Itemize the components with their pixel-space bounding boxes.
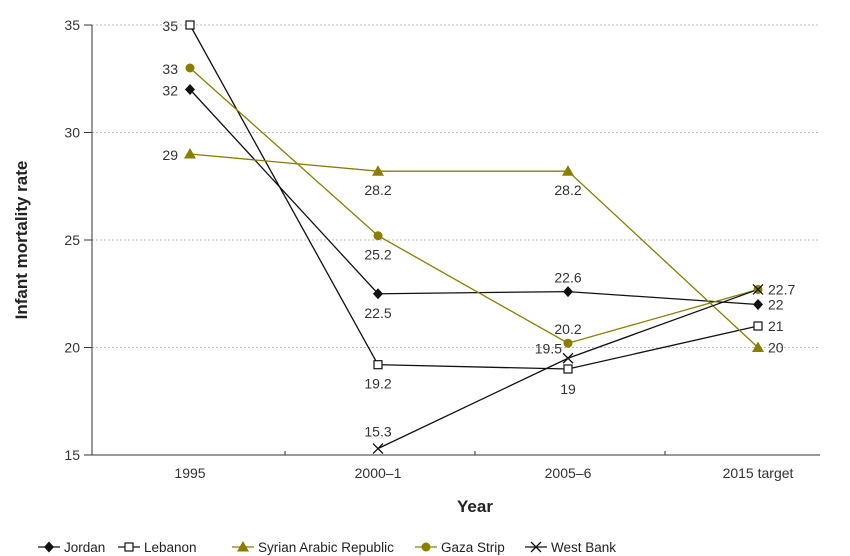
point-s3-0 xyxy=(185,63,195,73)
point-s0-0 xyxy=(185,84,195,95)
point-s0-2 xyxy=(563,286,573,298)
y-tick-label-35: 35 xyxy=(64,17,80,33)
data-label-s0-1: 22.5 xyxy=(364,305,391,321)
point-s0-3 xyxy=(753,299,763,310)
point-s4-1 xyxy=(372,443,384,455)
data-label-s0-3: 22 xyxy=(768,297,784,313)
data-label-s0-2: 22.6 xyxy=(554,270,581,286)
point-s3-2 xyxy=(563,338,573,348)
y-tick-label-25: 25 xyxy=(64,232,80,248)
data-label-s4-3: 22.7 xyxy=(768,281,795,297)
x-tick-label-1: 2000–1 xyxy=(355,465,402,481)
data-label-s3-2: 20.2 xyxy=(554,321,581,337)
data-label-s1-3: 21 xyxy=(768,318,784,334)
data-label-s2-3: 20 xyxy=(768,340,784,356)
point-s4-2 xyxy=(562,352,574,364)
data-labels: 32 22.5 22.6 22 35 19.2 19 21 29 28.2 28.2 20 33 25.2… xyxy=(162,18,795,440)
data-label-s1-1: 19.2 xyxy=(364,376,391,392)
data-label-s2-2: 28.2 xyxy=(554,182,581,198)
legend-label-3: Gaza Strip xyxy=(441,540,505,555)
x-axis-ticks: 1995 2000–1 2005–6 2015 target xyxy=(91,451,794,481)
y-axis-ticks: 15 20 25 30 35 xyxy=(64,17,92,463)
x-tick-label-0: 1995 xyxy=(174,465,205,481)
point-s2-2 xyxy=(562,165,574,176)
series-line-1 xyxy=(189,24,759,370)
series-line-2 xyxy=(189,153,759,348)
point-s1-1 xyxy=(373,360,383,370)
series-line-0 xyxy=(189,89,759,306)
legend-label-2: Syrian Arabic Republic xyxy=(258,540,394,555)
data-label-s2-1: 28.2 xyxy=(364,182,391,198)
point-s1-0 xyxy=(185,20,195,30)
data-label-s4-1: 15.3 xyxy=(364,424,391,440)
point-s2-3 xyxy=(752,341,764,352)
data-label-s4-2: 19.5 xyxy=(535,340,562,356)
point-s3-1 xyxy=(373,231,383,241)
legend-marker-2 xyxy=(237,541,249,552)
series-markers xyxy=(184,20,764,455)
data-label-s0-0: 32 xyxy=(162,83,178,99)
data-label-s2-0: 29 xyxy=(162,147,178,163)
gridlines xyxy=(92,24,820,348)
legend-label-1: Lebanon xyxy=(144,540,197,555)
legend-marker-4 xyxy=(530,541,542,553)
data-label-s3-1: 25.2 xyxy=(364,247,391,263)
x-axis-title: Year xyxy=(457,497,493,516)
legend-marker-0 xyxy=(44,541,54,553)
data-label-s3-0: 33 xyxy=(162,61,178,77)
legend-marker-1 xyxy=(124,542,134,552)
legend-label-4: West Bank xyxy=(551,540,616,555)
legend: Jordan Lebanon Syrian Arabic Republic Gaza … xyxy=(38,540,616,555)
data-label-s1-0: 35 xyxy=(162,18,178,34)
point-s0-1 xyxy=(373,288,383,300)
x-tick-label-3: 2015 target xyxy=(723,465,794,481)
point-s1-2 xyxy=(563,364,573,374)
legend-label-0: Jordan xyxy=(64,540,105,555)
point-s4-3 xyxy=(752,283,764,295)
y-tick-label-30: 30 xyxy=(64,125,80,141)
series-line-3 xyxy=(189,67,759,344)
data-label-s1-2: 19 xyxy=(560,381,576,397)
point-s1-3 xyxy=(753,321,763,331)
y-tick-label-20: 20 xyxy=(64,340,80,356)
y-tick-label-15: 15 xyxy=(64,447,80,463)
series-lines xyxy=(189,24,759,450)
legend-marker-3 xyxy=(421,542,431,552)
x-tick-label-2: 2005–6 xyxy=(545,465,592,481)
point-s2-1 xyxy=(372,165,384,176)
point-s2-0 xyxy=(184,148,196,159)
y-axis-title: Infant mortality rate xyxy=(12,161,31,320)
